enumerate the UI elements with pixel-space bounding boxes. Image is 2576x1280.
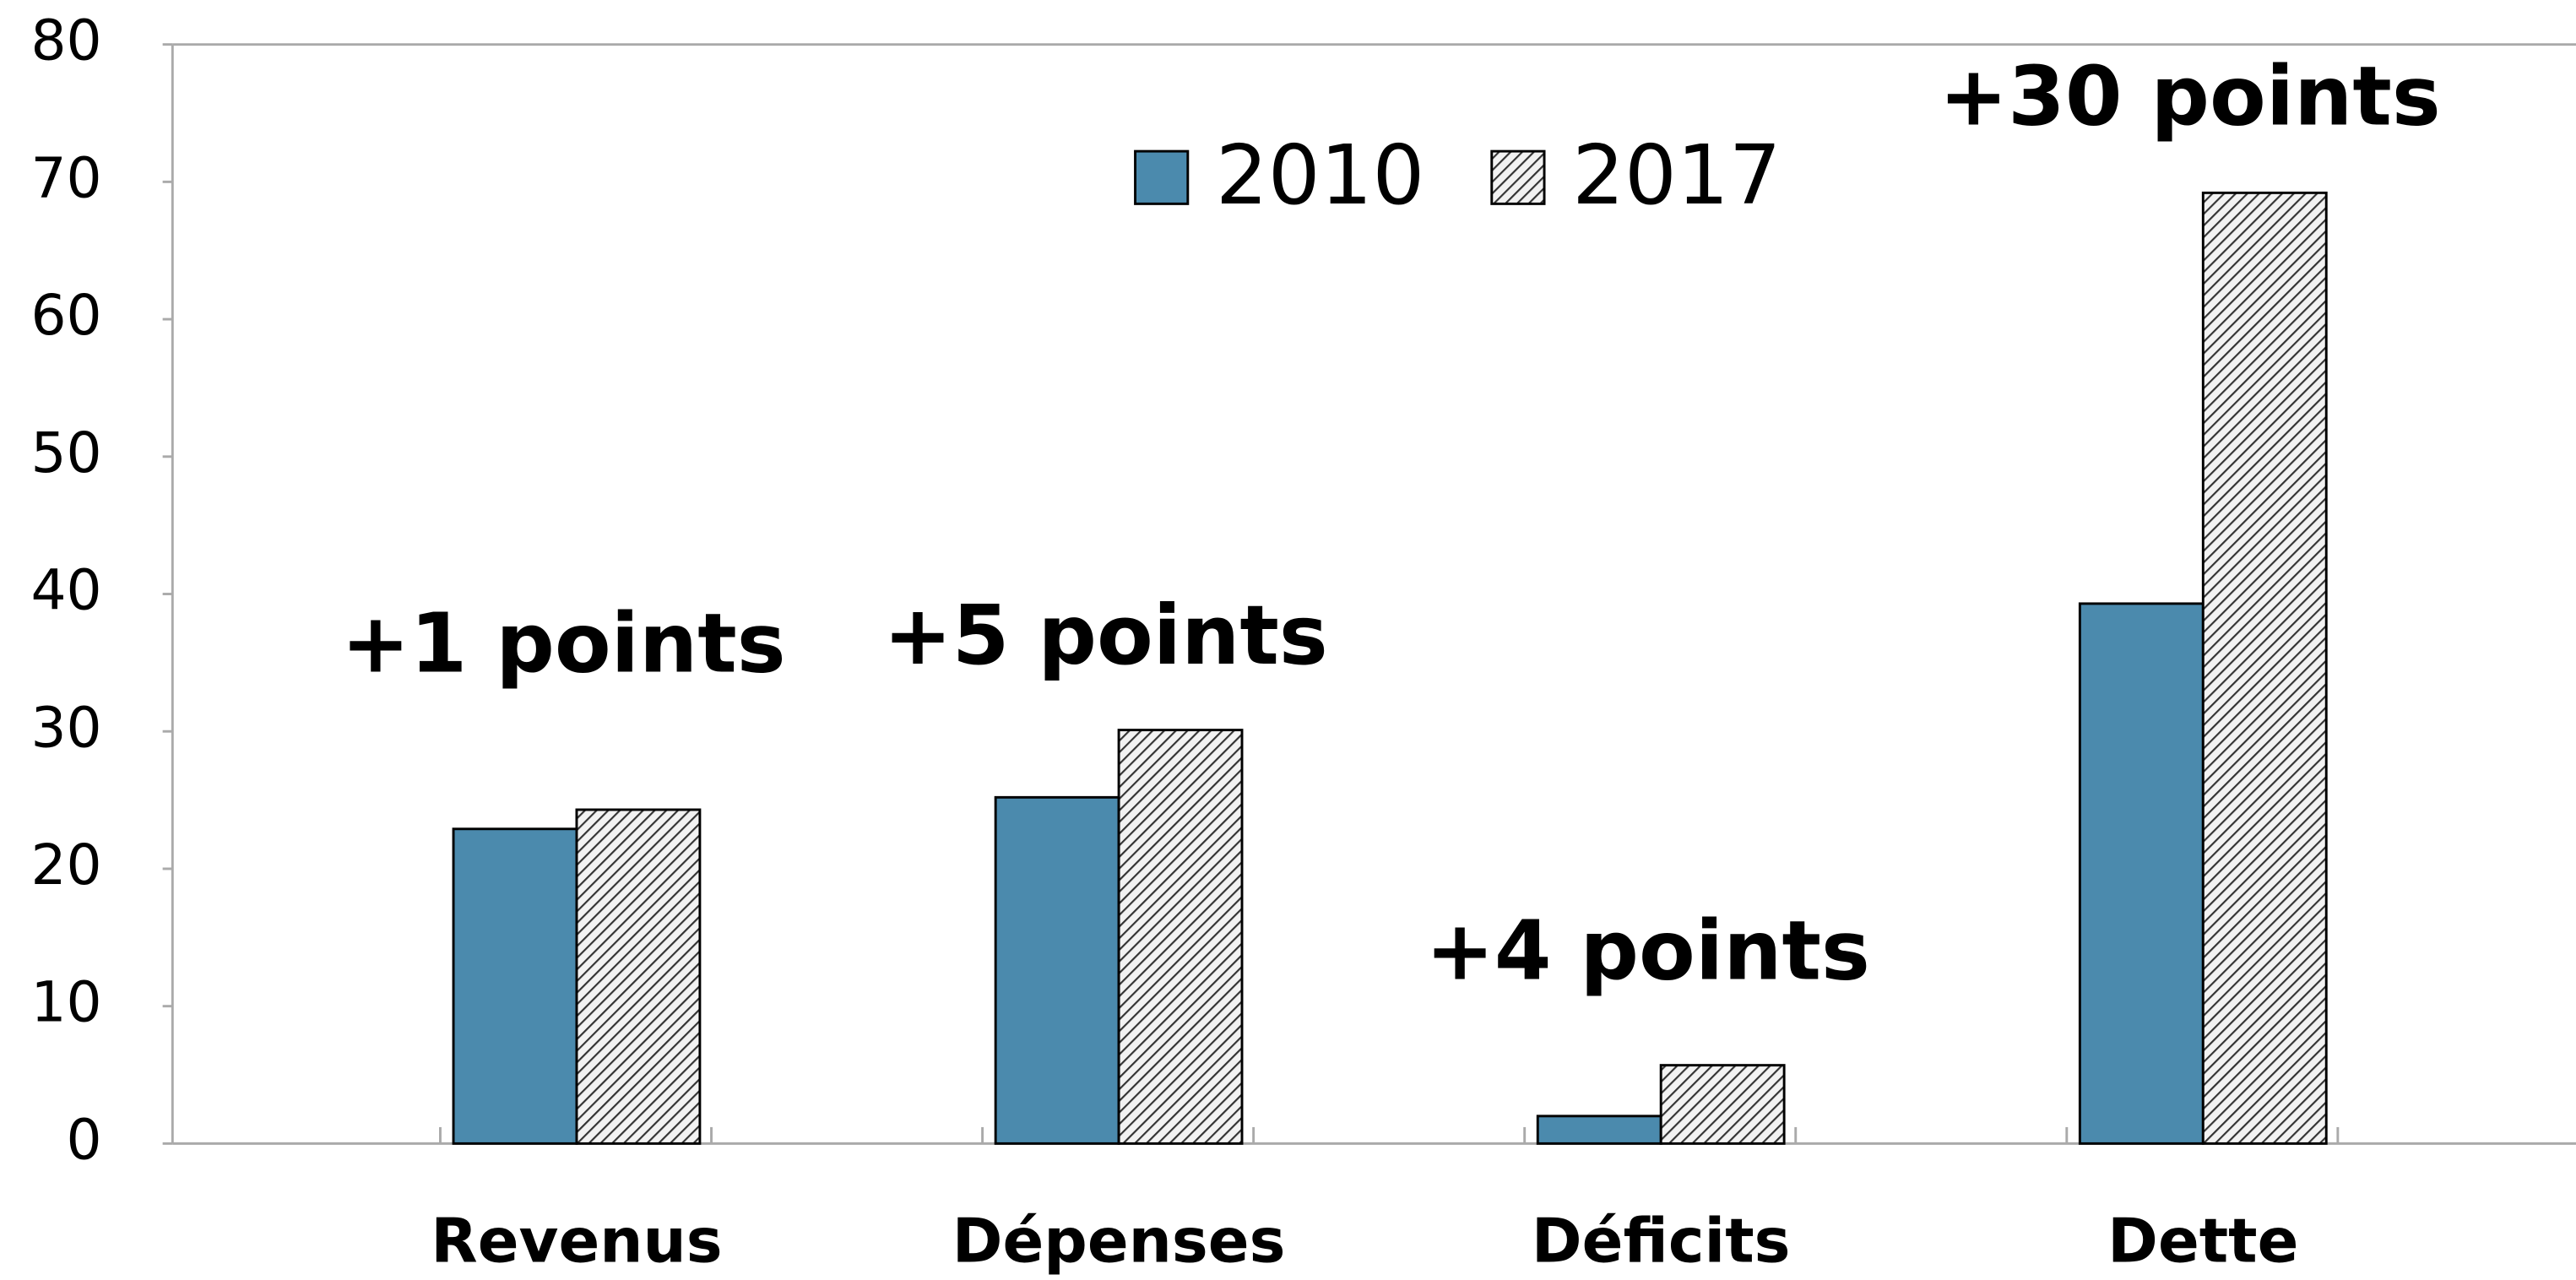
bar bbox=[452, 827, 578, 1145]
legend-swatch bbox=[1134, 149, 1190, 205]
y-tick-label: 20 bbox=[30, 833, 101, 898]
x-tick-label: Dépenses bbox=[952, 1206, 1286, 1277]
y-tick-label: 60 bbox=[30, 283, 101, 348]
bar bbox=[1536, 1115, 1662, 1145]
x-tick-label: Déficits bbox=[1532, 1206, 1791, 1277]
annotation: +5 points bbox=[883, 588, 1327, 683]
x-tick-label: Dette bbox=[2107, 1206, 2298, 1277]
x-tick-label: Revenus bbox=[431, 1206, 722, 1277]
legend-swatch bbox=[1490, 149, 1546, 205]
annotation: +4 points bbox=[1425, 903, 1869, 998]
y-tick-label: 50 bbox=[30, 420, 101, 485]
bar bbox=[1117, 729, 1244, 1145]
bar bbox=[1659, 1064, 1786, 1145]
y-tick-label: 80 bbox=[30, 8, 101, 73]
annotation: +1 points bbox=[341, 596, 785, 692]
bar bbox=[575, 808, 702, 1145]
bar bbox=[2201, 191, 2328, 1145]
y-tick-label: 70 bbox=[30, 145, 101, 210]
legend-label: 2017 bbox=[1572, 127, 1782, 223]
bar bbox=[2078, 602, 2205, 1145]
bar bbox=[994, 795, 1120, 1145]
y-tick-label: 40 bbox=[30, 558, 101, 623]
annotation: +30 points bbox=[1939, 49, 2441, 144]
y-tick-label: 10 bbox=[30, 970, 101, 1035]
legend-label: 2010 bbox=[1216, 127, 1425, 223]
y-tick-label: 0 bbox=[67, 1107, 102, 1172]
y-tick-label: 30 bbox=[30, 695, 101, 760]
